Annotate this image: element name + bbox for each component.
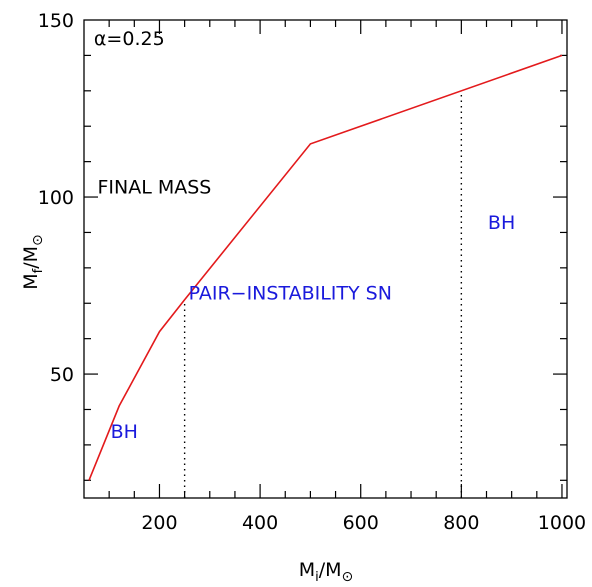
x-tick-label: 600 [343,512,379,534]
x-tick-label: 200 [141,512,177,534]
plot-frame [83,19,568,499]
annotations: α=0.25 FINAL MASS PAIR−INSTABILITY SN BH BH [94,28,515,443]
x-tick-label: 1000 [538,512,586,534]
series-group [88,54,563,481]
x-tick-labels: 200 400 600 800 1000 [141,512,586,534]
final-mass-line [88,54,563,481]
x-tick-label: 400 [242,512,278,534]
tick-marks [84,20,567,498]
y-tick-label: 50 [50,364,74,386]
dividing-lines [183,90,463,498]
y-tick-labels: 50 100 150 [38,10,74,386]
y-axis-label: Mf/M⊙ [20,234,46,290]
annotation-label: FINAL MASS [97,176,211,198]
y-tick-label: 150 [38,10,74,32]
annotation-label: α=0.25 [94,28,165,50]
x-axis-label: Mi/M⊙ [299,559,354,585]
annotation-label: BH [488,212,515,234]
annotation-label: BH [111,421,138,443]
annotation-label: PAIR−INSTABILITY SN [189,283,392,305]
y-tick-label: 100 [38,187,74,209]
x-tick-label: 800 [443,512,479,534]
